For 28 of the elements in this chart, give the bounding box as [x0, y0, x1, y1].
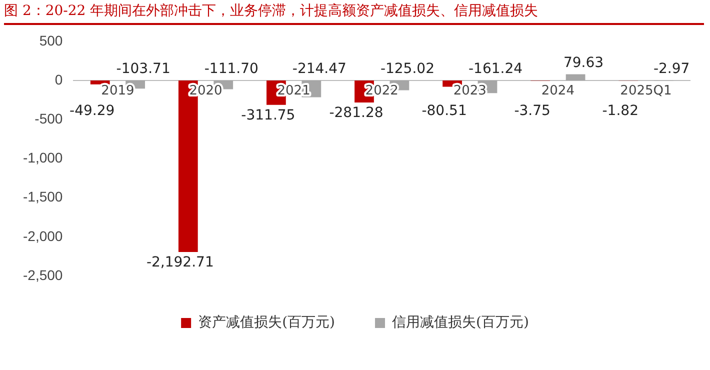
y-tick-label: 500 [39, 32, 63, 48]
data-label: -111.70 [204, 61, 258, 78]
data-label: -49.29 [70, 103, 115, 120]
x-tick-label: 2023 [453, 83, 486, 98]
data-label: -103.71 [116, 61, 170, 78]
chart-title: 图 2：20-22 年期间在外部冲击下，业务停滞，计提高额资产减值损失、信用减值损失 [4, 2, 704, 25]
y-tick-label: -2,500 [22, 266, 63, 283]
y-tick-label: 0 [54, 71, 63, 88]
data-label: -3.75 [514, 103, 550, 120]
data-label: 79.63 [563, 54, 604, 71]
x-tick-label: 2024 [541, 83, 574, 98]
y-tick-label: -1,500 [22, 188, 63, 205]
data-label: -281.28 [329, 105, 384, 122]
x-tick-label: 2019 [101, 83, 134, 98]
y-tick-label: -500 [34, 110, 63, 126]
x-tick-label: 2025Q1 [620, 83, 672, 98]
y-tick-label: -2,000 [22, 228, 63, 244]
data-label: -161.24 [468, 61, 523, 78]
legend-label: 信用减值损失(百万元) [392, 314, 529, 331]
data-label: -2.97 [653, 61, 690, 78]
data-label: -214.47 [292, 61, 346, 78]
data-label: -2,192.71 [146, 254, 214, 271]
data-label: -80.51 [422, 103, 467, 120]
data-label: -125.02 [380, 61, 434, 78]
data-label: -1.82 [602, 103, 638, 120]
legend-label: 资产减值损失(百万元) [198, 314, 336, 331]
data-label: -311.75 [241, 108, 296, 124]
y-tick-label: -1,000 [22, 150, 63, 166]
